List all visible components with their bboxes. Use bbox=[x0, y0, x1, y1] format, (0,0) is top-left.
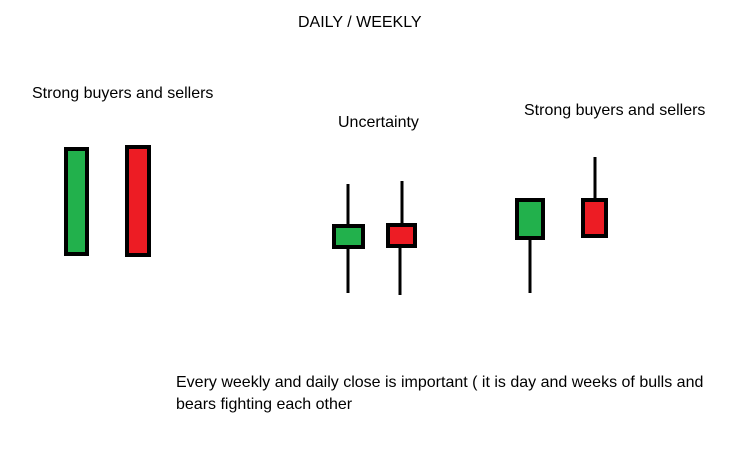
footnote: Every weekly and daily close is importan… bbox=[176, 374, 704, 413]
group-label-strong-2: Strong buyers and sellers bbox=[524, 102, 706, 119]
candle-wick-bearish bbox=[581, 157, 608, 238]
candle-uncertainty-bearish bbox=[386, 181, 417, 295]
group-label-uncertainty: Uncertainty bbox=[338, 114, 419, 131]
candle-wick-bullish bbox=[515, 198, 545, 293]
diagram-title: DAILY / WEEKLY bbox=[298, 14, 422, 31]
candle-strong-bullish bbox=[64, 147, 89, 256]
candle-strong-bearish bbox=[125, 145, 151, 257]
candle-uncertainty-bullish bbox=[332, 184, 365, 293]
group-label-strong-1: Strong buyers and sellers bbox=[32, 85, 214, 102]
